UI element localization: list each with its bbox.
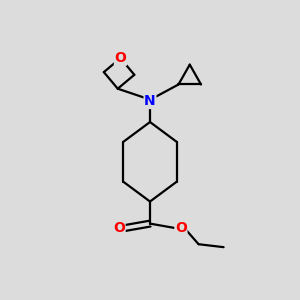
Text: O: O [113,221,125,235]
Text: O: O [115,51,126,65]
Text: N: N [144,94,156,108]
Text: O: O [175,221,187,235]
